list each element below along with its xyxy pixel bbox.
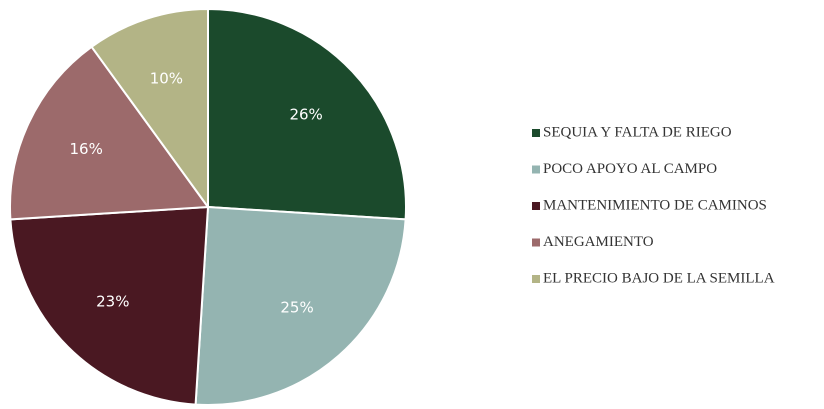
legend-label: MANTENIMIENTO DE CAMINOS [543, 197, 767, 213]
slice-label: 10% [150, 69, 183, 87]
legend-swatch [532, 202, 540, 210]
legend-label: ANEGAMIENTO [543, 234, 654, 250]
legend-label: SEQUIA Y FALTA DE RIEGO [543, 124, 732, 140]
legend-label: EL PRECIO BAJO DE LA SEMILLA [543, 270, 775, 286]
pie-slice [9, 205, 210, 406]
slice-label: 16% [70, 140, 103, 158]
pie-slice [90, 7, 209, 211]
legend-label: POCO APOYO AL CAMPO [543, 161, 717, 177]
pie-slice [207, 7, 407, 221]
slice-label: 26% [289, 105, 322, 123]
slice-label: 23% [96, 293, 129, 311]
legend-swatch [532, 165, 540, 174]
slice-label: 25% [280, 298, 313, 316]
legend-swatch [532, 238, 540, 247]
legend-swatch [532, 129, 540, 137]
legend-swatch [532, 275, 540, 283]
pie-slice [194, 205, 407, 406]
pie-slice [9, 45, 210, 221]
